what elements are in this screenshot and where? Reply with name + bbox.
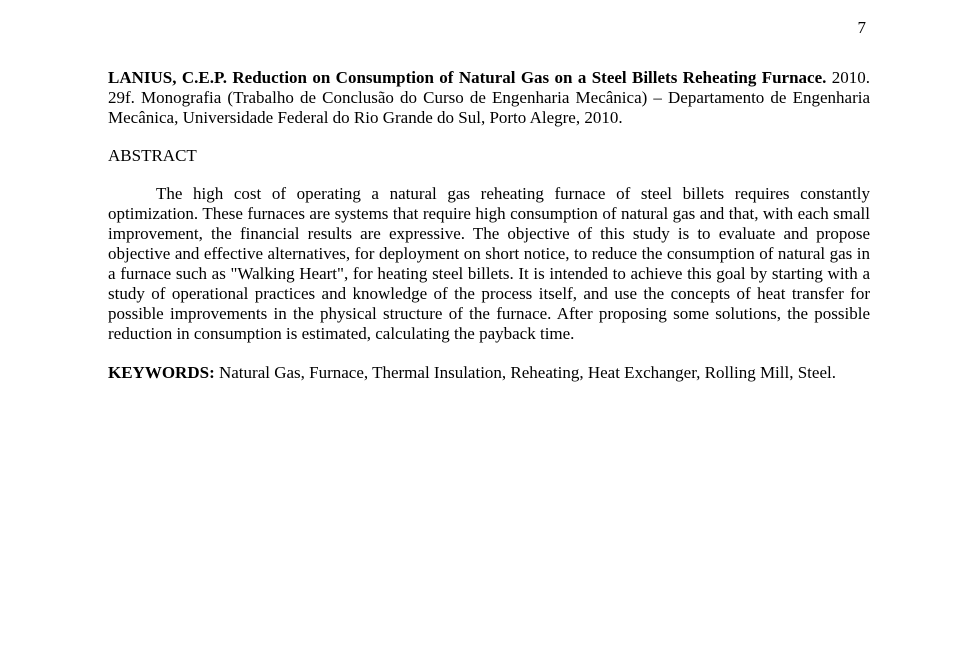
page-container: 7 LANIUS, C.E.P. Reduction on Consumptio… <box>0 0 960 383</box>
abstract-heading: ABSTRACT <box>108 146 870 166</box>
citation-author-title: LANIUS, C.E.P. Reduction on Consumption … <box>108 68 826 87</box>
keywords-block: KEYWORDS: Natural Gas, Furnace, Thermal … <box>108 363 870 383</box>
abstract-body: The high cost of operating a natural gas… <box>108 184 870 344</box>
citation-block: LANIUS, C.E.P. Reduction on Consumption … <box>108 68 870 128</box>
keywords-list: Natural Gas, Furnace, Thermal Insulation… <box>215 363 836 382</box>
keywords-label: KEYWORDS: <box>108 363 215 382</box>
page-number: 7 <box>108 18 870 38</box>
